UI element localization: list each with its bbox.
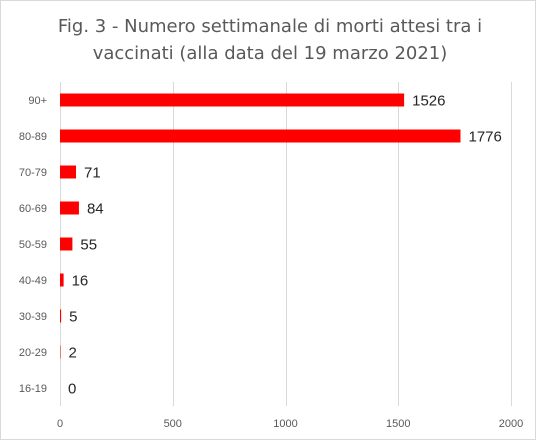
data-label-90plus: 1526: [412, 93, 445, 110]
category-label-50-59: 50-59: [19, 239, 47, 251]
category-label-60-69: 60-69: [19, 203, 47, 215]
category-label-70-79: 70-79: [19, 167, 47, 179]
category-label-20-29: 20-29: [19, 347, 47, 359]
data-label-50-59: 55: [80, 237, 97, 254]
data-label-16-19: 0: [68, 381, 76, 398]
bar-70-79: [60, 165, 77, 179]
x-tick-label-0: 0: [57, 418, 63, 430]
bar-30-39: [60, 309, 62, 323]
x-tick-label-2000: 2000: [499, 418, 523, 430]
bars: [60, 93, 461, 359]
category-label-16-19: 16-19: [19, 383, 47, 395]
bar-50-59: [60, 237, 73, 251]
bar-40-49: [60, 273, 64, 287]
category-label-30-39: 30-39: [19, 311, 47, 323]
x-axis-tick-labels: 0 500 1000 1500 2000: [57, 418, 523, 430]
bar-90plus: [60, 93, 405, 107]
data-label-30-39: 5: [69, 309, 77, 326]
category-labels: 90+ 80-89 70-79 60-69 50-59 40-49 30-39 20-29 16…: [19, 95, 47, 395]
x-tick-label-1000: 1000: [273, 418, 297, 430]
category-label-40-49: 40-49: [19, 275, 47, 287]
data-label-70-79: 71: [84, 165, 101, 182]
bar-60-69: [60, 201, 79, 215]
category-label-90plus: 90+: [28, 95, 47, 107]
chart-title-line-1: Fig. 3 - Numero settimanale di morti att…: [57, 16, 483, 37]
data-label-20-29: 2: [68, 345, 76, 362]
data-labels: 1526 1776 71 84 55 16 5 2 0: [68, 93, 502, 398]
category-label-80-89: 80-89: [19, 131, 47, 143]
data-label-60-69: 84: [87, 201, 104, 218]
x-tick-label-500: 500: [164, 418, 182, 430]
x-tick-label-1500: 1500: [386, 418, 410, 430]
data-label-40-49: 16: [72, 273, 89, 290]
chart-title: Fig. 3 - Numero settimanale di morti att…: [1, 13, 538, 67]
chart-title-line-2: vaccinati (alla data del 19 marzo 2021): [92, 43, 448, 64]
data-label-80-89: 1776: [468, 129, 501, 146]
bar-80-89: [60, 129, 461, 143]
